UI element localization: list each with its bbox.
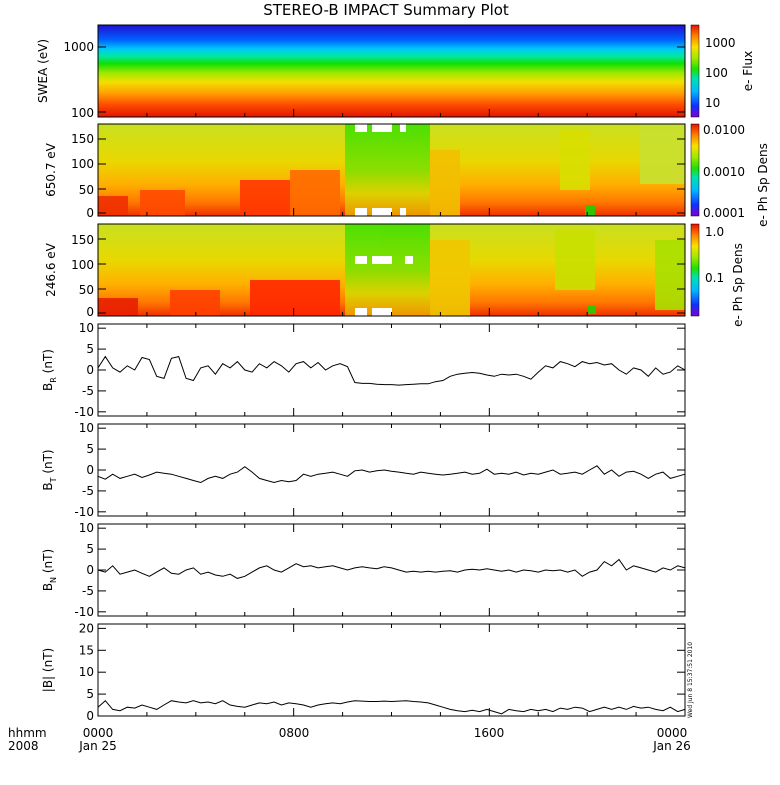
pad246-cbar-tick-2: 0.1 [705,271,724,285]
pad246-structure [98,224,685,316]
pad246-ytick-100: 100 [71,258,94,272]
pad246-cbar-title: e- Ph Sp Dens [731,243,745,327]
bn-ytick-label: 10 [79,521,94,535]
br-ytick-label: 0 [86,363,94,377]
time-label-hhmm: hhmm [8,726,47,740]
bmag-ytick-label: 5 [86,687,94,701]
generation-timestamp: Wed Jun 8 15:37:51 2010 [687,642,694,718]
pad650-ytick-100: 100 [71,157,94,171]
time-axis: hhmm 2008 0000 Jan 25 0800 1600 0000 Jan… [8,726,691,753]
pad650-ylabel: 650.7 eV [44,142,58,197]
page-title: STEREO-B IMPACT Summary Plot [263,1,509,19]
bt-ytick-label: 5 [86,442,94,456]
swea-cbar-title: e- Flux [741,51,755,91]
br-frame [97,323,686,417]
br-ytick-label: 10 [79,321,94,335]
bn-ytick-label: 0 [86,563,94,577]
pad246-panel: 246.6 eV 0 50 100 150 1.0 0.1 e- Ph Sp D… [44,223,745,327]
bt-ytick-label: 0 [86,463,94,477]
pad650-structure [98,124,685,216]
swea-ticks [98,46,685,113]
swea-cbar-tick-10: 10 [705,96,720,110]
time-label-0000-start: 0000 [83,726,114,740]
swea-cbar-tick-100: 100 [705,66,728,80]
bmag-frame [97,623,686,717]
br-ytick-label: 5 [86,342,94,356]
pad650-ytick-50: 50 [79,183,94,197]
bt-ylabel: BT (nT) [41,449,58,490]
bn-ytick-label: -5 [82,584,94,598]
bt-ytick-label: 10 [79,421,94,435]
bn-ytick-label: -10 [74,605,94,619]
swea-cbar-tick-1000: 1000 [705,36,736,50]
pad650-cbar-title: e- Ph Sp Dens [756,143,770,227]
bn-ytick-label: 5 [86,542,94,556]
pad650-ytick-150: 150 [71,132,94,146]
bt-frame [97,423,686,517]
swea-ylabel: SWEA (eV) [36,39,50,103]
br-ytick-label: -5 [82,384,94,398]
pad650-panel: 650.7 eV 0 50 100 150 0.0100 0.0010 0.00… [44,123,770,227]
pad650-cbar-tick-1: 0.0100 [703,123,745,137]
swea-ytick-100: 100 [71,106,94,120]
bn-panel: 10 5 0 -5 -10 BN (nT) [41,521,686,619]
pad246-ytick-0: 0 [86,305,94,319]
br-series-line [97,355,686,386]
pad246-colorbar [690,223,700,317]
time-label-year: 2008 [8,739,39,753]
pad246-ylabel: 246.6 eV [44,242,58,297]
br-panel: 10 5 0 -5 -10 BR (nT) [41,321,686,419]
pad246-cbar-tick-1: 1.0 [705,225,724,239]
pad246-ticks [98,238,685,314]
time-label-0000-end: 0000 [657,726,688,740]
pad650-cbar-tick-3: 0.0001 [703,206,745,220]
bn-series-line [97,558,686,579]
pad650-ticks [98,138,685,214]
bmag-ytick-label: 0 [86,709,94,723]
bmag-panel: 20 15 10 5 0 |B| (nT) [41,621,686,723]
swea-colorbar [690,24,700,118]
bmag-series-line [97,699,686,715]
swea-panel: SWEA (eV) 1000 100 1000 100 10 e- Flux [36,24,755,120]
time-label-1600: 1600 [474,726,505,740]
pad650-gaps [355,124,406,216]
bt-series-line [97,465,686,484]
bt-ytick-label: -5 [82,484,94,498]
time-label-jan26: Jan 26 [652,739,691,753]
swea-spectrogram [98,25,685,117]
pad246-gaps [355,256,413,316]
bmag-ytick-label: 10 [79,665,94,679]
bt-ytick-label: -10 [74,505,94,519]
pad650-cbar-tick-2: 0.0010 [703,165,745,179]
br-ylabel: BR (nT) [41,349,58,391]
time-label-jan25: Jan 25 [78,739,117,753]
bmag-ylabel: |B| (nT) [41,648,55,692]
bt-panel: 10 5 0 -5 -10 BT (nT) [41,421,686,519]
pad246-ytick-150: 150 [71,233,94,247]
bmag-ytick-label: 15 [79,643,94,657]
br-ytick-label: -10 [74,405,94,419]
time-label-0800: 0800 [279,726,310,740]
bmag-ytick-label: 20 [79,621,94,635]
pad650-ytick-0: 0 [86,206,94,220]
pad650-colorbar [690,123,700,217]
pad246-ytick-50: 50 [79,283,94,297]
swea-ytick-1000: 1000 [63,40,94,54]
bn-ylabel: BN (nT) [41,549,58,591]
